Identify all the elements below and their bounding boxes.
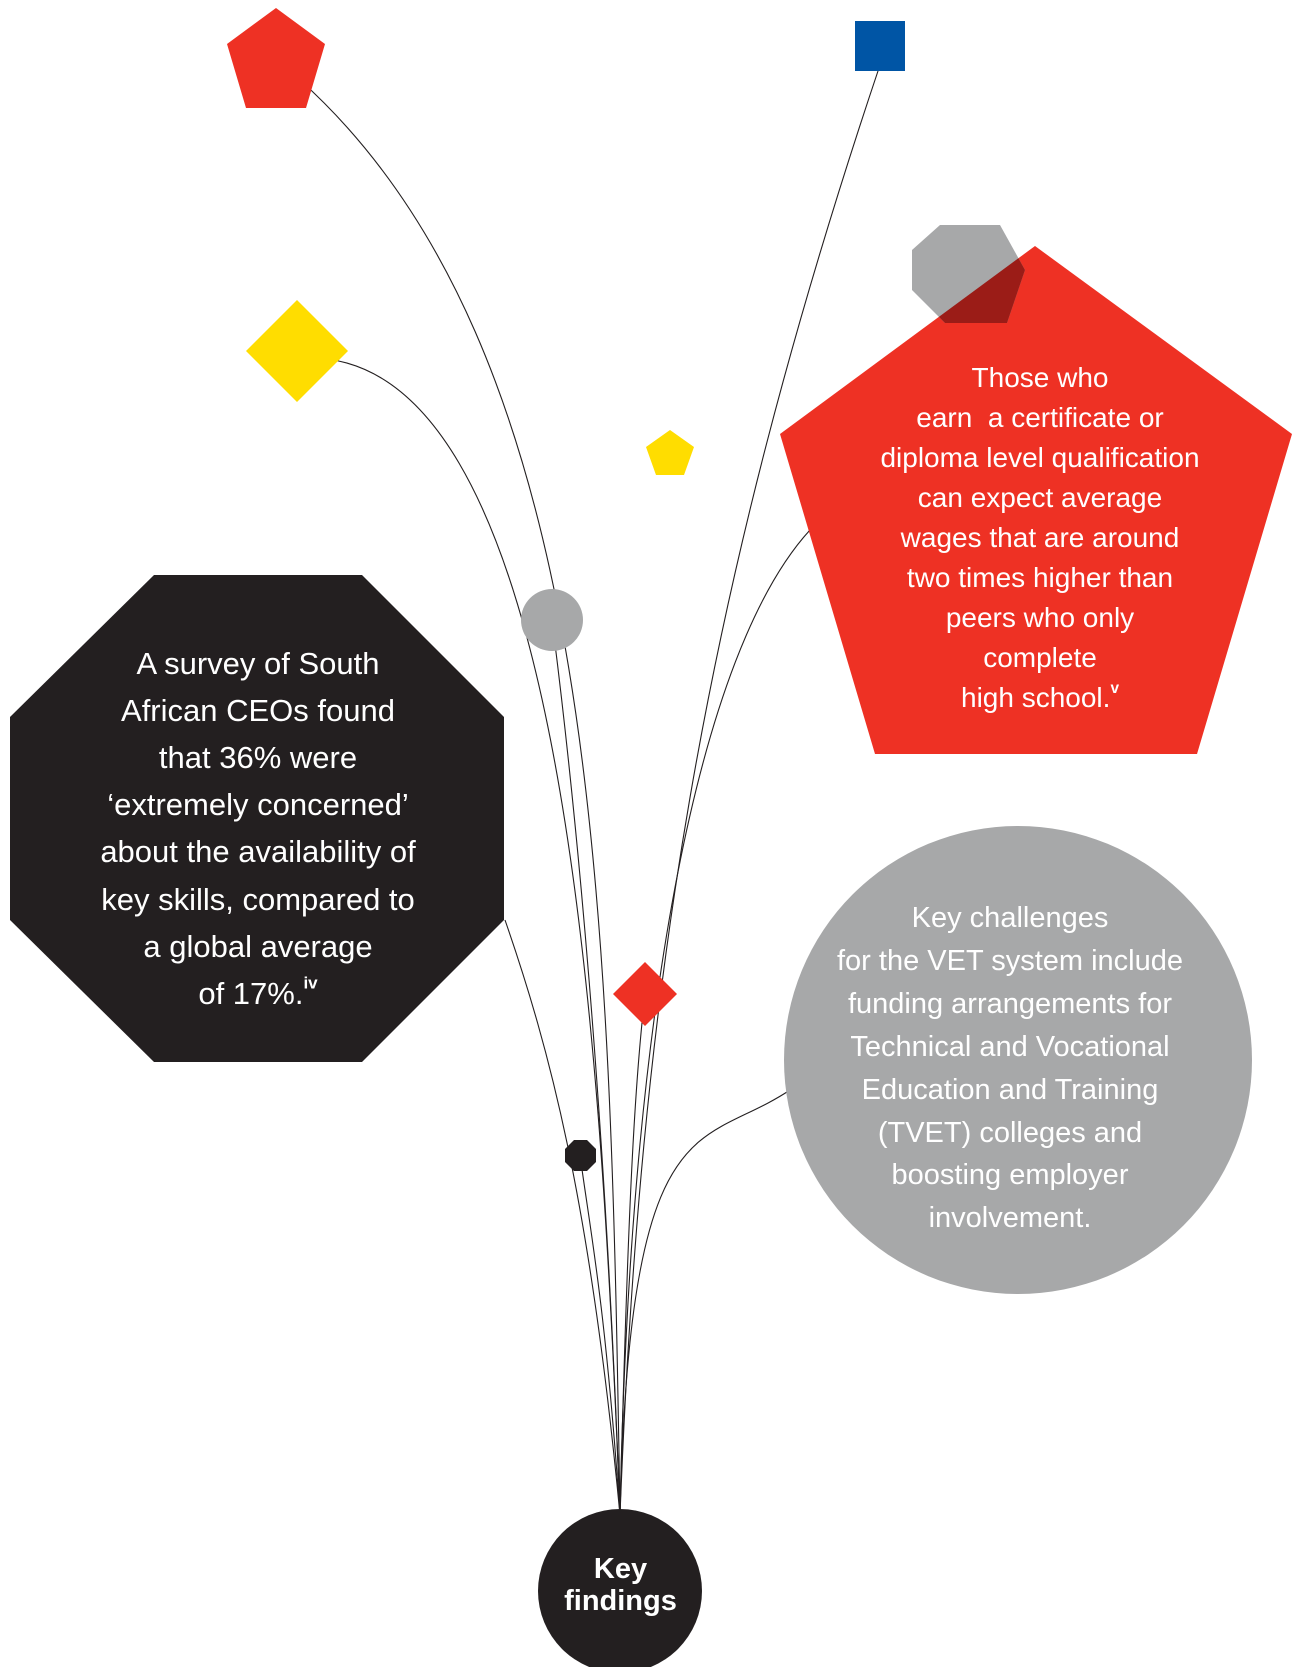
finding-line: Technical and Vocational bbox=[850, 1030, 1170, 1063]
connector-black-octagon bbox=[504, 919, 621, 1516]
finding-line: (TVET) colleges and bbox=[877, 1116, 1143, 1149]
hub-label-line: findings bbox=[564, 1585, 677, 1618]
connector-red-pentagon bbox=[299, 79, 621, 1516]
connector-small-black bbox=[579, 1154, 621, 1516]
finding-line: key skills, compared to bbox=[101, 881, 415, 917]
black-octagon-small bbox=[565, 1140, 596, 1171]
finding-line: peers who only bbox=[945, 602, 1135, 634]
finding-line: funding arrangements for bbox=[847, 987, 1173, 1020]
finding-line: Key challenges bbox=[911, 902, 1109, 934]
finding-line: wages that are around bbox=[900, 522, 1180, 554]
yellow-diamond bbox=[246, 300, 348, 402]
vet-challenges-circle bbox=[784, 826, 1252, 1294]
finding-line: earn a certificate or bbox=[916, 402, 1164, 434]
hub-label: Key findings bbox=[548, 1553, 693, 1618]
finding-line: complete bbox=[983, 642, 1097, 674]
hub-label-line: Key bbox=[593, 1553, 648, 1585]
vet-challenges-text: Key challenges for the VET system includ… bbox=[820, 897, 1200, 1240]
finding-line: about the availability of bbox=[100, 834, 416, 870]
red-pentagon-top bbox=[227, 8, 325, 108]
finding-line: diploma level qualification bbox=[880, 442, 1200, 474]
finding-line: ‘extremely concerned’ bbox=[107, 787, 409, 823]
key-findings-hub bbox=[538, 1509, 702, 1667]
finding-line: African CEOs found bbox=[121, 693, 395, 729]
blue-square-top bbox=[855, 21, 905, 71]
wages-text: Those who earn a certificate or diploma … bbox=[845, 358, 1235, 718]
connector-small-red bbox=[619, 994, 646, 1516]
finding-line: Education and Training bbox=[861, 1073, 1159, 1106]
finding-line-last: high school.v bbox=[961, 680, 1119, 714]
footnote-marker: v bbox=[1110, 680, 1119, 698]
ceo-survey-octagon bbox=[10, 575, 504, 1062]
finding-line: for the VET system include bbox=[836, 944, 1183, 977]
wages-pentagon bbox=[780, 246, 1292, 754]
finding-line: can expect average bbox=[917, 482, 1163, 514]
finding-line: that 36% were bbox=[158, 740, 358, 776]
finding-line: boosting employer bbox=[891, 1159, 1129, 1192]
finding-line: Those who bbox=[971, 362, 1109, 393]
finding-line-last: of 17%.iv bbox=[198, 973, 318, 1011]
gray-circle-small bbox=[521, 589, 583, 651]
red-diamond-small bbox=[613, 962, 677, 1026]
connector-gray-circle bbox=[619, 1089, 791, 1516]
finding-line: A survey of South bbox=[136, 646, 380, 681]
footnote-marker: iv bbox=[303, 973, 318, 993]
finding-line: two times higher than bbox=[906, 562, 1174, 594]
connector-red-pentagon-large bbox=[619, 529, 811, 1516]
connector-blue-square bbox=[619, 64, 881, 1516]
ceo-survey-text: A survey of South African CEOs found tha… bbox=[88, 640, 428, 1017]
yellow-pentagon-small bbox=[646, 430, 694, 475]
connector-small-gray bbox=[551, 619, 621, 1516]
finding-line: involvement. bbox=[928, 1202, 1092, 1235]
finding-line: a global average bbox=[143, 928, 373, 964]
